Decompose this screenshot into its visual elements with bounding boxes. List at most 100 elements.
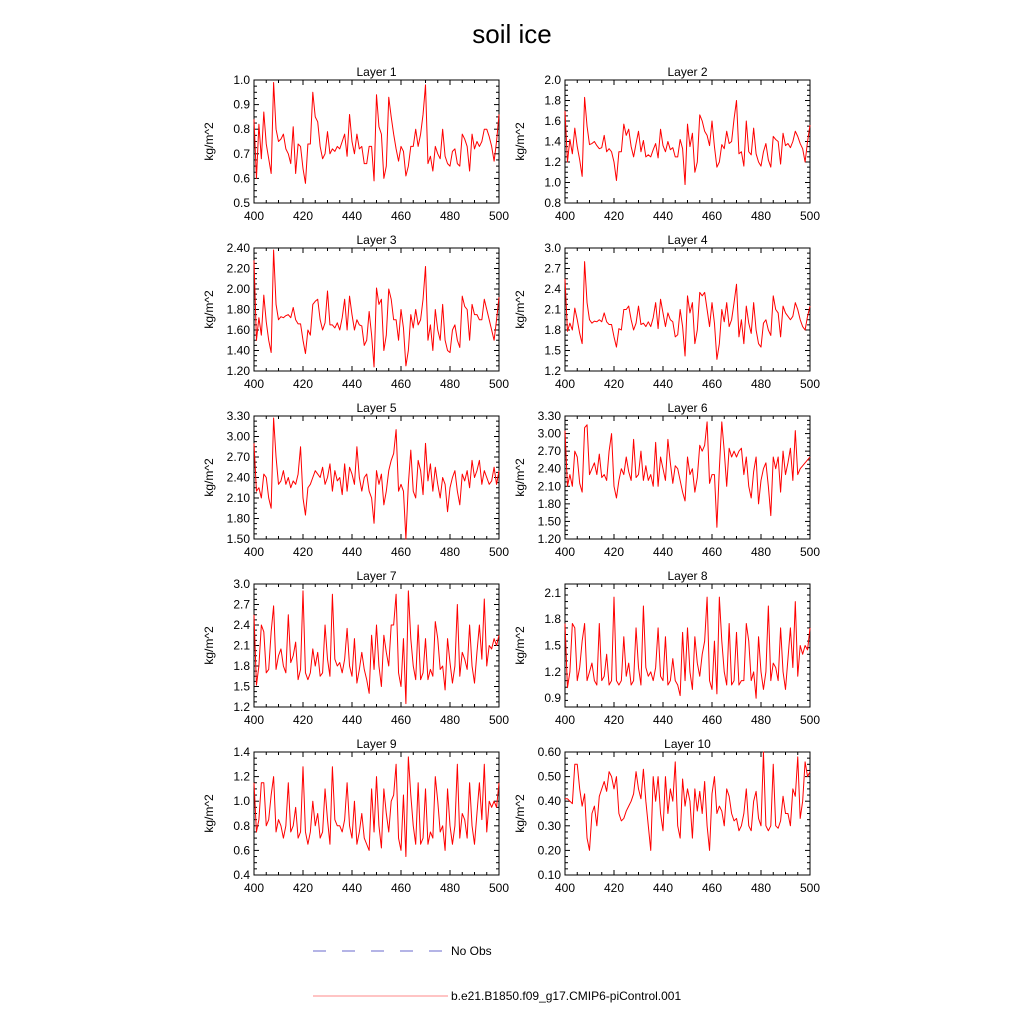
y-tick-label: 1.4 (544, 135, 561, 149)
y-tick-label: 0.5 (233, 196, 250, 210)
x-tick-label: 460 (702, 377, 722, 391)
x-tick-label: 460 (391, 881, 411, 895)
y-tick-label: 1.5 (544, 639, 561, 653)
x-tick-label: 420 (293, 881, 313, 895)
x-tick-label: 440 (653, 377, 673, 391)
x-tick-label: 480 (440, 545, 460, 559)
x-tick-label: 420 (604, 545, 624, 559)
y-tick-label: 0.40 (538, 794, 562, 808)
x-tick-label: 440 (653, 209, 673, 223)
series-line (253, 756, 500, 858)
x-tick-label: 500 (489, 713, 509, 727)
y-tick-label: 2.10 (227, 491, 251, 505)
y-tick-label: 1.8 (544, 323, 561, 337)
panel-layer-3: Layer 3 400 420 440 460 480 500 1.20 1.40 1.60 1.8… (202, 233, 509, 391)
x-tick-label: 420 (604, 881, 624, 895)
legend-label-model-run: b.e21.B1850.f09_g17.CMIP6-piControl.001 (451, 989, 681, 1003)
legend-label-no-obs: No Obs (451, 944, 492, 958)
y-tick-label: 1.80 (227, 303, 251, 317)
y-tick-label: 0.60 (538, 745, 562, 759)
x-tick-label: 440 (342, 713, 362, 727)
y-tick-label: 2.7 (233, 598, 250, 612)
legend: No Obs b.e21.B1850.f09_g17.CMIP6-piContr… (313, 944, 681, 1003)
x-tick-label: 480 (751, 545, 771, 559)
x-tick-label: 440 (342, 545, 362, 559)
x-tick-label: 420 (293, 377, 313, 391)
y-tick-label: 0.30 (538, 819, 562, 833)
plot-frame (564, 247, 811, 372)
x-tick-label: 460 (391, 377, 411, 391)
series-line (564, 96, 811, 186)
y-tick-label: 0.7 (233, 147, 250, 161)
y-tick-label: 3.00 (227, 430, 251, 444)
x-tick-label: 440 (342, 881, 362, 895)
y-tick-label: 0.6 (233, 843, 250, 857)
panel-layer-8: Layer 8 400 420 440 460 480 500 0.9 1.2 1.5 1.8 2.1… (513, 569, 820, 727)
panel-layer-4: Layer 4 400 420 440 460 480 500 1.2 1.5 1.8 2.1 2.4… (513, 233, 820, 391)
series-line (253, 590, 500, 705)
y-tick-label: 1.80 (538, 497, 562, 511)
x-tick-label: 460 (702, 545, 722, 559)
y-tick-label: 1.0 (233, 794, 250, 808)
x-tick-label: 460 (702, 209, 722, 223)
x-tick-label: 500 (800, 377, 820, 391)
y-axis-label: kg/m^2 (202, 290, 216, 329)
plot-frame (253, 247, 500, 372)
x-tick-label: 420 (604, 713, 624, 727)
x-tick-label: 400 (555, 209, 575, 223)
y-tick-label: 1.20 (538, 532, 562, 546)
y-tick-label: 2.4 (544, 282, 561, 296)
y-tick-label: 0.6 (233, 171, 250, 185)
plot-frame (564, 583, 811, 708)
x-tick-label: 500 (800, 545, 820, 559)
y-tick-label: 1.8 (544, 94, 561, 108)
x-tick-label: 480 (751, 377, 771, 391)
y-tick-label: 2.00 (227, 282, 251, 296)
y-tick-label: 1.80 (227, 512, 251, 526)
y-tick-label: 1.0 (544, 176, 561, 190)
x-tick-label: 480 (440, 209, 460, 223)
y-tick-label: 2.40 (538, 462, 562, 476)
y-tick-label: 2.1 (233, 639, 250, 653)
panel-layer-6: Layer 6 400 420 440 460 480 500 1.20 1.50 1.80 2.1… (513, 401, 820, 559)
y-axis-label: kg/m^2 (202, 626, 216, 665)
y-tick-label: 0.8 (233, 122, 250, 136)
panel-title: Layer 9 (356, 737, 396, 751)
x-tick-label: 460 (391, 209, 411, 223)
panel-layer-9: Layer 9 400 420 440 460 480 500 0.4 0.6 0.8 1.0 1.2… (202, 737, 509, 895)
x-tick-label: 460 (391, 713, 411, 727)
y-tick-label: 0.20 (538, 843, 562, 857)
y-tick-label: 0.8 (544, 196, 561, 210)
x-tick-label: 480 (751, 881, 771, 895)
y-axis-label: kg/m^2 (202, 794, 216, 833)
y-tick-label: 0.4 (233, 868, 250, 882)
y-axis-label: kg/m^2 (513, 122, 527, 161)
y-tick-label: 3.0 (544, 241, 561, 255)
y-tick-label: 0.9 (233, 98, 250, 112)
x-tick-label: 400 (244, 881, 264, 895)
x-tick-label: 460 (702, 713, 722, 727)
x-tick-label: 500 (800, 713, 820, 727)
panel-layer-5: Layer 5 400 420 440 460 480 500 1.50 1.80 2.10 2.4… (202, 401, 509, 559)
panel-title: Layer 2 (667, 65, 707, 79)
x-tick-label: 400 (555, 545, 575, 559)
y-tick-label: 1.5 (233, 680, 250, 694)
x-tick-label: 420 (293, 713, 313, 727)
y-tick-label: 2.70 (227, 450, 251, 464)
y-tick-label: 2.20 (227, 262, 251, 276)
x-tick-label: 480 (440, 377, 460, 391)
y-tick-label: 3.0 (233, 577, 250, 591)
x-tick-label: 440 (653, 881, 673, 895)
y-tick-label: 0.8 (233, 819, 250, 833)
series-line (565, 751, 811, 851)
panel-title: Layer 5 (356, 401, 396, 415)
x-tick-label: 500 (489, 209, 509, 223)
y-tick-label: 0.10 (538, 868, 562, 882)
y-tick-label: 1.5 (544, 344, 561, 358)
x-tick-label: 460 (702, 881, 722, 895)
panel-title: Layer 7 (356, 569, 396, 583)
series-line (564, 421, 811, 528)
x-tick-label: 440 (342, 209, 362, 223)
y-tick-label: 1.2 (233, 700, 250, 714)
y-tick-label: 2.40 (227, 471, 251, 485)
